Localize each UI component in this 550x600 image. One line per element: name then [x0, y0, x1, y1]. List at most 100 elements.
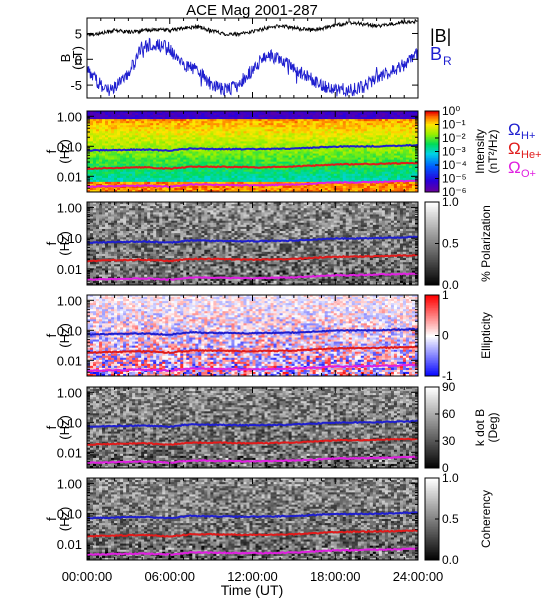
spectrogram-cell — [210, 117, 214, 120]
spectrogram-cell — [105, 143, 109, 146]
spectrogram-cell — [225, 113, 229, 116]
spectrogram-cell — [177, 143, 181, 146]
spectrogram-cell — [105, 127, 109, 130]
spectrogram-cell — [189, 189, 193, 193]
spectrogram-cell — [213, 131, 217, 134]
spectrogram-cell — [105, 163, 109, 167]
spectrogram-cell — [159, 143, 163, 146]
spectrogram-cell — [156, 187, 160, 191]
spectrogram-cell — [213, 139, 217, 142]
spectrogram-cell — [93, 135, 97, 138]
spectrogram-cell — [105, 117, 109, 120]
spectrogram-cell — [240, 149, 244, 152]
spectrogram-cell — [207, 163, 211, 167]
spectrogram-cell — [210, 115, 214, 118]
spectrogram-cell — [189, 157, 193, 160]
spectrogram-cell — [99, 139, 103, 142]
spectrogram-cell — [237, 177, 241, 181]
spectrogram-cell — [240, 177, 244, 181]
spectrogram-cell — [117, 139, 121, 142]
spectrogram-cell — [138, 133, 142, 136]
spectrogram-cell — [219, 113, 223, 116]
spectrogram-cell — [231, 185, 235, 189]
spectrogram-cell — [141, 135, 145, 138]
spectrogram-cell — [147, 121, 151, 124]
spectrogram-cell — [147, 119, 151, 122]
spectrogram-cell — [177, 171, 181, 175]
spectrogram-cell — [222, 115, 226, 118]
spectrogram-cell — [228, 137, 232, 140]
spectrogram-cell — [90, 129, 94, 132]
spectrogram-cell — [180, 171, 184, 175]
spectrogram-cell — [168, 153, 172, 156]
spectrogram-cell — [171, 123, 175, 126]
spectrogram-cell — [126, 159, 130, 163]
spectrogram-cell — [201, 139, 205, 142]
spectrogram-cell — [87, 157, 91, 160]
spectrogram-cell — [129, 125, 133, 128]
spectrogram-cell — [234, 181, 238, 185]
spectrogram-cell — [180, 125, 184, 128]
spectrogram-cell — [231, 153, 235, 156]
spectrogram-cell — [87, 119, 91, 122]
spectrogram-cell — [183, 171, 187, 175]
spectrogram-cell — [99, 161, 103, 165]
spectrogram-cell — [231, 127, 235, 130]
spectrogram-cell — [135, 143, 139, 146]
spectrogram-cell — [114, 143, 118, 146]
spectrogram-cell — [168, 177, 172, 181]
spectrogram-cell — [117, 159, 121, 163]
spectrogram-cell — [198, 121, 202, 124]
spectrogram-cell — [168, 173, 172, 177]
spectrogram-cell — [195, 119, 199, 122]
spectrogram-cell — [201, 131, 205, 134]
spectrogram-cell — [144, 167, 148, 171]
spectrogram-cell — [201, 113, 205, 116]
spectrogram-cell — [162, 189, 166, 193]
colorbar-tick-label: 10⁰ — [442, 104, 460, 118]
spectrogram-cell — [132, 161, 136, 165]
spectrogram-cell — [114, 121, 118, 124]
spectrogram-cell — [126, 181, 130, 185]
spectrogram-cell — [114, 155, 118, 158]
spectrogram-cell — [141, 151, 145, 154]
spectrogram-cell — [108, 143, 112, 146]
spectrogram-cell — [102, 143, 106, 146]
spectrogram-cell — [201, 145, 205, 148]
spectrogram-cell — [159, 129, 163, 132]
spectrogram-cell — [198, 185, 202, 189]
spectrogram-cell — [186, 143, 190, 146]
spectrogram-cell — [156, 137, 160, 140]
spectrogram-cell — [156, 145, 160, 148]
spectrogram-cell — [177, 177, 181, 181]
spectrogram-cell — [225, 127, 229, 130]
spectrogram-cell — [105, 157, 109, 160]
spectrogram-cell — [165, 127, 169, 130]
spectrogram-cell — [114, 125, 118, 128]
spectrogram-cell — [150, 141, 154, 144]
spectrogram-cell — [102, 189, 106, 193]
spectrogram-cell — [195, 143, 199, 146]
spectrogram-cell — [240, 117, 244, 120]
spectrogram-cell — [204, 125, 208, 128]
spectrogram-cell — [105, 165, 109, 169]
spectrogram-cell — [105, 137, 109, 140]
spectrogram-cell — [135, 139, 139, 142]
spectrogram-cell — [180, 141, 184, 144]
spectrogram-cell — [114, 179, 118, 183]
spectrogram-cell — [192, 129, 196, 132]
spectrogram-cell — [198, 111, 202, 114]
spectrogram-cell — [228, 153, 232, 156]
spectrogram-cell — [120, 111, 124, 114]
spectrogram-cell — [132, 179, 136, 183]
spectrogram-cell — [87, 141, 91, 144]
spectrogram-cell — [147, 111, 151, 114]
spectrogram-cell — [207, 145, 211, 148]
spectrogram-cell — [159, 189, 163, 193]
spectrogram-cell — [114, 177, 118, 181]
spectrogram-cell — [132, 131, 136, 134]
spectrogram-cell — [195, 151, 199, 154]
spectrogram-cell — [126, 169, 130, 173]
spectrogram-cell — [222, 141, 226, 144]
spectrogram-cell — [216, 185, 220, 189]
